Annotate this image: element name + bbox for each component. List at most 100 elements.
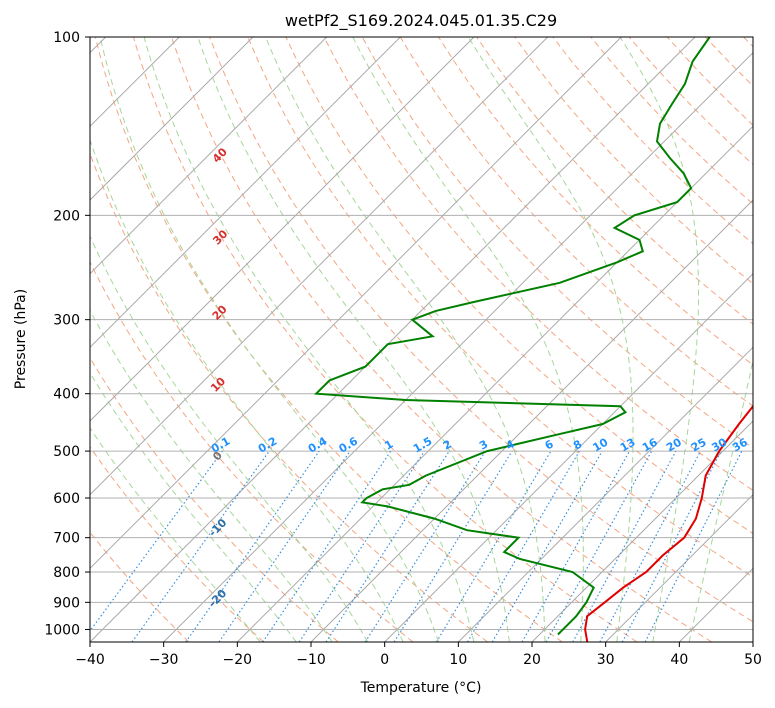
mixing-ratio-label: 1.5 xyxy=(411,435,434,456)
x-tick-label: −30 xyxy=(149,652,179,668)
y-tick-label: 100 xyxy=(53,30,80,46)
dry-adiabat-label: 10 xyxy=(208,374,228,394)
dry-adiabat-label: 40 xyxy=(210,145,230,165)
moist-adiabat-line xyxy=(467,37,634,642)
profile-lines xyxy=(313,37,753,642)
mixing-ratio-line xyxy=(466,450,580,642)
isotherm-line xyxy=(310,199,753,642)
moist-adiabat-line xyxy=(90,309,333,642)
mixing-ratio-line xyxy=(298,450,425,642)
x-tick-label: 40 xyxy=(670,652,688,668)
background-lines xyxy=(90,37,753,642)
dry-adiabat-line xyxy=(94,37,563,642)
dry-adiabat-line xyxy=(666,37,753,126)
mixing-ratio-line xyxy=(599,450,702,642)
mixing-ratio-line xyxy=(393,450,513,642)
x-axis-title: Temperature (°C) xyxy=(360,680,482,696)
x-tick-label: 50 xyxy=(744,652,762,668)
isotherm-line xyxy=(90,37,696,642)
moist-adiabat-line xyxy=(265,37,546,642)
dry-adiabat-line xyxy=(437,37,753,366)
x-tick-label: 10 xyxy=(449,652,467,668)
dry-adiabat-line xyxy=(743,37,753,48)
dry-adiabat-line xyxy=(90,446,264,642)
mixing-ratio-line xyxy=(435,450,552,642)
plot-frame xyxy=(89,36,754,643)
y-tick-label: 400 xyxy=(53,387,80,403)
dry-adiabat-line xyxy=(171,37,712,642)
dry-adiabat-line xyxy=(514,37,753,285)
mixing-ratio-label: 10 xyxy=(590,435,610,454)
moist-adiabat-line xyxy=(688,358,753,642)
mixing-ratio-line xyxy=(218,450,351,642)
isotherm-line xyxy=(605,493,753,642)
isotherm-line xyxy=(752,641,753,642)
mixing-ratio-line xyxy=(364,450,486,642)
temperature-profile-line xyxy=(584,405,753,642)
mixing-ratio-line xyxy=(325,450,450,642)
dry-adiabat-label: 30 xyxy=(210,227,230,247)
x-tick-label: −40 xyxy=(75,652,105,668)
dry-adiabat-line xyxy=(209,37,753,623)
mixing-ratio-label: 30 xyxy=(709,435,729,454)
y-tick-label: 900 xyxy=(53,595,80,611)
isotherm-line xyxy=(163,51,753,642)
moist-adiabat-line xyxy=(90,235,369,642)
y-tick-label: 600 xyxy=(53,491,80,507)
isotherm-line xyxy=(90,37,622,570)
isotherm-line xyxy=(236,125,753,642)
dry-adiabat-line xyxy=(323,37,753,491)
dry-adiabat-line xyxy=(476,37,753,325)
mixing-ratio-label: 0.4 xyxy=(306,434,330,455)
moist-adiabat-line xyxy=(90,427,261,642)
moist-adiabat-line xyxy=(197,37,510,642)
x-tick-label: 30 xyxy=(597,652,615,668)
dry-adiabat-line xyxy=(132,37,638,642)
y-axis-title: Pressure (hPa) xyxy=(13,289,29,389)
isotherm-line xyxy=(531,420,753,642)
x-tick-label: 0 xyxy=(380,652,389,668)
dry-adiabat-line xyxy=(552,37,753,245)
y-tick-label: 500 xyxy=(53,444,80,460)
isotherm-line xyxy=(457,346,753,642)
dry-adiabat-line xyxy=(247,37,753,578)
isotherm-line xyxy=(90,37,475,422)
chart-title: wetPf2_S169.2024.045.01.35.C29 xyxy=(285,11,557,31)
isotherm-line xyxy=(90,37,549,496)
moist-adiabat-line xyxy=(352,37,584,642)
x-tick-label: −10 xyxy=(296,652,326,668)
mixing-ratio-line xyxy=(491,450,603,642)
mixing-ratio-label: 6 xyxy=(543,437,556,452)
dry-adiabat-line xyxy=(90,152,488,642)
mixing-ratio-line xyxy=(90,450,223,632)
mixing-ratio-line xyxy=(644,450,743,642)
mixing-ratio-line xyxy=(262,450,392,642)
dry-adiabat-line xyxy=(285,37,753,535)
mixing-ratio-line xyxy=(185,450,320,642)
y-tick-label: 200 xyxy=(53,208,80,224)
y-tick-label: 300 xyxy=(53,313,80,329)
mixing-ratio-label: 25 xyxy=(689,436,709,455)
moist-adiabat-line xyxy=(99,37,439,642)
axis-ticks: −40 −30 −20 −10 0 10 20 30 40 5010020030040050060… xyxy=(44,30,762,668)
moist-adiabat-line xyxy=(619,37,699,642)
isotherm-line xyxy=(90,37,401,349)
x-tick-label: 20 xyxy=(523,652,541,668)
mixing-ratio-label: 2 xyxy=(441,438,454,453)
mixing-ratio-line xyxy=(572,450,677,642)
mixing-ratio-line xyxy=(545,450,653,642)
dewpoint-profile-line xyxy=(313,37,711,636)
x-tick-label: −20 xyxy=(223,652,253,668)
mixing-ratio-label: 20 xyxy=(664,435,684,454)
isotherm-line xyxy=(678,567,753,642)
isotherm-line xyxy=(90,37,328,275)
y-tick-label: 1000 xyxy=(44,622,80,638)
dry-adiabat-line xyxy=(90,356,339,642)
moist-adiabat-line xyxy=(90,138,404,642)
mixing-ratio-label: 0.6 xyxy=(337,434,361,455)
moist-adiabat-line xyxy=(143,37,475,642)
isotherm-line xyxy=(90,37,254,201)
y-tick-label: 800 xyxy=(53,565,80,581)
dry-adiabat-line xyxy=(90,260,414,642)
